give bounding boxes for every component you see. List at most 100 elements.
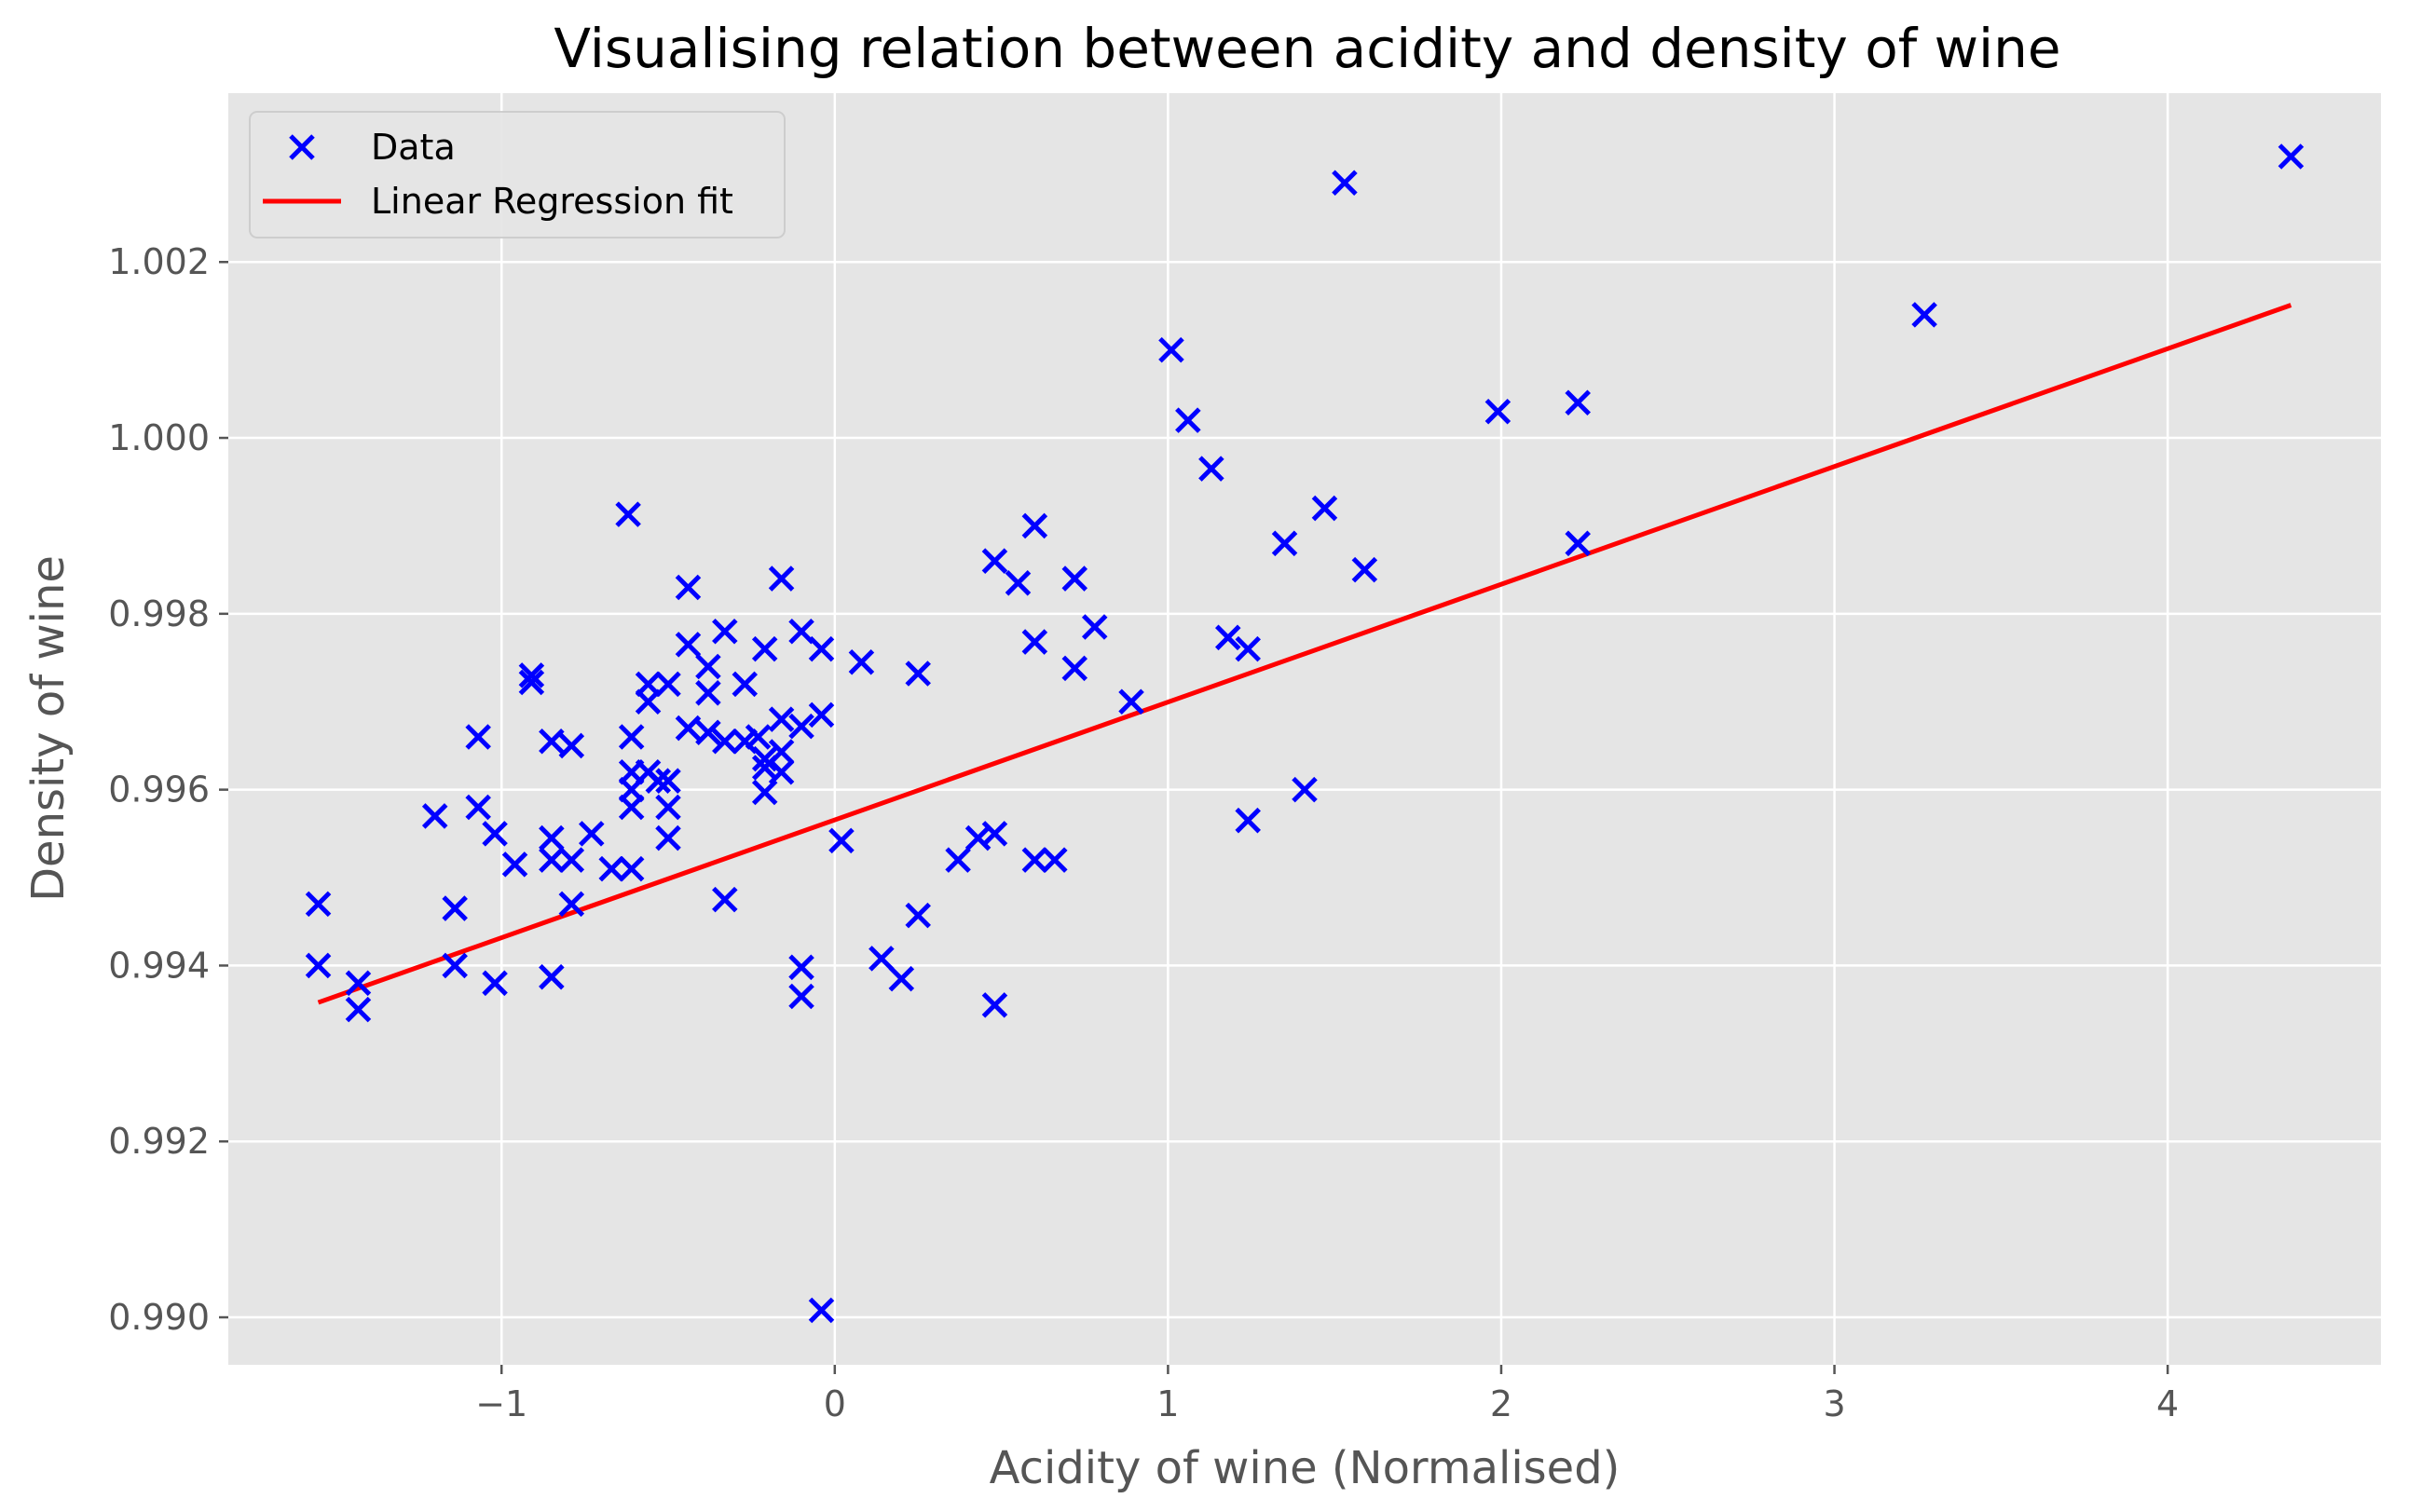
- data-point: [618, 724, 645, 750]
- data-point: [442, 895, 468, 921]
- y-tick-label: 1.002: [108, 241, 210, 282]
- data-point: [558, 732, 585, 759]
- x-tick-label: 2: [1490, 1383, 1512, 1424]
- plot-area: [228, 93, 2381, 1365]
- data-point: [1175, 407, 1201, 433]
- chart-title: Visualising relation between acidity and…: [554, 17, 2060, 80]
- data-point: [768, 758, 795, 785]
- data-point: [1911, 302, 1937, 328]
- data-point: [695, 680, 721, 706]
- data-point: [981, 821, 1008, 847]
- data-point: [1565, 530, 1591, 557]
- data-point: [655, 768, 681, 794]
- data-point: [1042, 847, 1068, 873]
- data-point: [1271, 530, 1298, 557]
- x-tick-label: 1: [1156, 1383, 1179, 1424]
- y-axis: 0.990 0.992 0.994 0.996 0.998 1.000 1.002: [108, 241, 228, 1338]
- data-point: [1198, 456, 1224, 482]
- data-point: [618, 855, 645, 882]
- data-point: [1235, 635, 1261, 662]
- data-point: [675, 715, 702, 742]
- data-point: [788, 713, 814, 740]
- data-point: [808, 1297, 835, 1324]
- data-point: [482, 970, 508, 997]
- data-point: [615, 501, 641, 527]
- data-point: [712, 886, 738, 913]
- regression-line: [317, 303, 2292, 1005]
- data-point: [539, 963, 565, 990]
- y-tick-label: 0.992: [108, 1121, 210, 1162]
- data-point: [695, 653, 721, 680]
- data-point: [768, 706, 795, 732]
- data-point: [751, 745, 778, 772]
- data-point: [981, 548, 1008, 574]
- data-point: [808, 635, 835, 662]
- data-point: [305, 891, 332, 918]
- legend-marker-data: [289, 134, 315, 160]
- data-point: [905, 902, 931, 929]
- data-point: [675, 632, 702, 658]
- legend-label-fit: Linear Regression fit: [371, 181, 733, 222]
- data-point: [768, 739, 795, 765]
- data-point: [1005, 570, 1032, 596]
- legend-label-data: Data: [371, 127, 456, 168]
- data-point: [1021, 847, 1048, 873]
- data-point: [945, 847, 971, 873]
- data-point: [1311, 495, 1338, 522]
- data-point: [1292, 776, 1318, 803]
- data-point: [1021, 512, 1048, 539]
- y-tick-label: 0.994: [108, 945, 210, 986]
- data-point: [655, 794, 681, 821]
- data-point: [1484, 398, 1511, 425]
- y-tick-label: 0.998: [108, 593, 210, 634]
- data-point: [1081, 614, 1108, 640]
- data-point: [539, 847, 565, 873]
- data-point: [1235, 807, 1261, 834]
- data-point: [1351, 556, 1378, 583]
- data-point: [1214, 624, 1241, 651]
- data-point: [518, 662, 545, 688]
- grid-lines: [228, 93, 2381, 1365]
- data-point: [305, 952, 332, 979]
- data-point: [1158, 336, 1184, 363]
- data-point: [712, 618, 738, 645]
- data-point: [788, 954, 814, 981]
- y-axis-label: Density of wine: [22, 555, 75, 902]
- data-point: [808, 702, 835, 729]
- data-point: [768, 565, 795, 592]
- data-point: [539, 728, 565, 755]
- y-tick-label: 0.996: [108, 770, 210, 810]
- data-point: [518, 669, 545, 696]
- data-point: [1061, 655, 1088, 682]
- data-point: [675, 574, 702, 601]
- y-tick-label: 0.990: [108, 1297, 210, 1338]
- data-point: [869, 946, 895, 972]
- data-point: [2277, 143, 2305, 170]
- y-tick-label: 1.000: [108, 417, 210, 458]
- data-point: [482, 821, 508, 847]
- data-point: [421, 803, 448, 829]
- x-tick-label: −1: [475, 1383, 527, 1424]
- data-point: [1118, 688, 1144, 715]
- data-point: [1061, 565, 1088, 592]
- data-point: [539, 824, 565, 851]
- data-point: [558, 891, 585, 918]
- x-axis-label: Acidity of wine (Normalised): [990, 1442, 1621, 1494]
- data-point: [848, 648, 875, 675]
- data-point: [1021, 629, 1048, 655]
- data-point: [788, 618, 814, 645]
- data-point: [345, 996, 372, 1023]
- data-point: [905, 661, 931, 687]
- data-point: [645, 768, 672, 794]
- data-point: [598, 855, 624, 882]
- data-point: [558, 847, 585, 873]
- data-point: [745, 724, 772, 750]
- data-point: [888, 965, 915, 992]
- data-point: [501, 851, 528, 878]
- data-point: [465, 724, 491, 750]
- x-tick-label: 0: [824, 1383, 846, 1424]
- data-point: [828, 827, 855, 854]
- data-point: [465, 794, 491, 821]
- legend-box: [249, 111, 786, 238]
